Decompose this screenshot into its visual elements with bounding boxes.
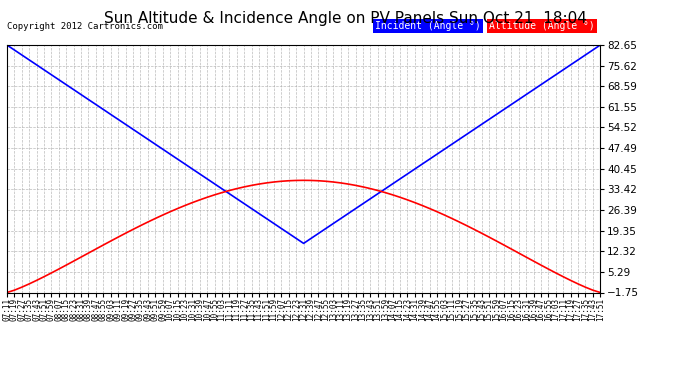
Text: Sun Altitude & Incidence Angle on PV Panels Sun Oct 21  18:04: Sun Altitude & Incidence Angle on PV Pan…	[104, 11, 586, 26]
Text: Copyright 2012 Cartronics.com: Copyright 2012 Cartronics.com	[8, 22, 164, 32]
Text: Altitude (Angle °): Altitude (Angle °)	[489, 21, 595, 32]
Text: Incident (Angle °): Incident (Angle °)	[375, 21, 480, 32]
